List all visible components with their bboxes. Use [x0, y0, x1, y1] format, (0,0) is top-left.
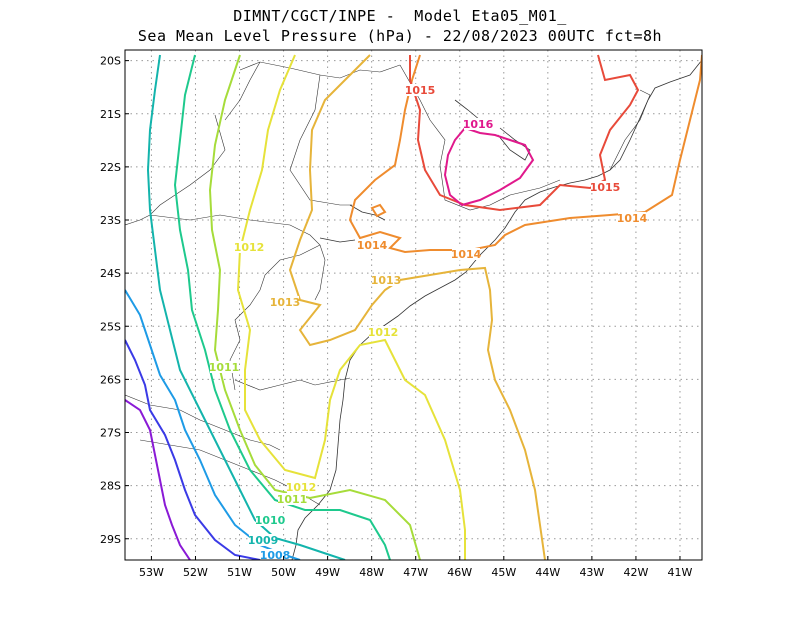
map-frame [124, 49, 703, 561]
lat-tick-label: 22S [100, 161, 121, 174]
lon-tick-label: 46W [447, 566, 472, 579]
contour-label-1009: 1009 [248, 534, 279, 547]
contour-label-1012: 1012 [286, 481, 317, 494]
lat-tick-label: 21S [100, 108, 121, 121]
isobar-1014-loop [370, 203, 387, 218]
contour-label-1014: 1014 [357, 239, 388, 252]
graticule [125, 50, 702, 560]
lat-tick-label: 25S [100, 320, 121, 333]
contour-label-bg [358, 239, 386, 251]
lon-tick-label: 41W [668, 566, 693, 579]
contour-label-bg [261, 549, 289, 560]
isobar-outer-b [125, 339, 261, 560]
contour-label-1011: 1011 [277, 493, 308, 506]
lat-tick-label: 28S [100, 480, 121, 493]
contour-label-bg [287, 481, 315, 493]
lon-tick-label: 48W [359, 566, 384, 579]
contour-label-bg [369, 326, 397, 338]
lon-tick-label: 53W [139, 566, 164, 579]
isobar-1015 [409, 54, 640, 212]
contour-label-bg [249, 534, 277, 546]
axis-ticks: 53W 52W 51W 50W 49W 48W 47W 46W 45W 44W 43W 42W 41W 2… [100, 55, 693, 579]
contour-label-1012: 1012 [234, 241, 265, 254]
contour-label-bg [235, 241, 263, 253]
isobar-1010 [173, 54, 391, 560]
contour-label-bg [372, 274, 400, 286]
lon-tick-label: 51W [227, 566, 252, 579]
lon-tick-label: 49W [315, 566, 340, 579]
isobar-1012 [236, 54, 466, 560]
isobar-1008 [125, 289, 301, 560]
contour-labels: 1015 1016 1015 1014 1014 1014 1012 1013 1013 1012… [209, 84, 648, 562]
contour-label-1008: 1008 [260, 549, 291, 562]
contour-label-1014: 1014 [617, 212, 648, 225]
contour-label-1011: 1011 [209, 361, 240, 374]
contour-label-1016: 1016 [463, 118, 494, 131]
lat-tick-label: 26S [100, 373, 121, 386]
map-title-line2: Sea Mean Level Pressure (hPa) - 22/08/20… [137, 27, 663, 45]
isobars [125, 54, 702, 560]
lat-tick-label: 24S [100, 267, 121, 280]
lat-tick-label: 27S [100, 427, 121, 440]
contour-label-bg [618, 212, 646, 224]
contour-label-bg [256, 514, 284, 526]
isobar-1014 [348, 54, 702, 254]
contour-label-1014: 1014 [451, 248, 482, 261]
lon-tick-label: 50W [271, 566, 296, 579]
contour-label-1013: 1013 [371, 274, 402, 287]
lon-tick-label: 43W [579, 566, 604, 579]
contour-label-1012: 1012 [368, 326, 399, 339]
isobar-1011 [208, 54, 421, 560]
contour-label-1015: 1015 [590, 181, 621, 194]
contour-label-bg [406, 84, 434, 96]
lat-tick-label: 20S [100, 55, 121, 68]
isobar-1013 [288, 54, 546, 560]
lat-tick-label: 29S [100, 533, 121, 546]
lon-tick-label: 44W [535, 566, 560, 579]
isobar-outer-a [125, 399, 191, 560]
lon-tick-label: 42W [623, 566, 648, 579]
contour-label-bg [278, 493, 306, 505]
contour-label-1013: 1013 [270, 296, 301, 309]
state-borders [125, 61, 651, 506]
contour-label-bg [452, 248, 480, 260]
isobar-1009 [146, 54, 346, 560]
contour-label-1010: 1010 [255, 514, 286, 527]
contour-label-bg [210, 361, 238, 373]
contour-label-bg [591, 181, 619, 193]
map-title-line1: DIMNT/CGCT/INPE - Model Eta05_M01_ [233, 7, 567, 25]
contour-label-bg [464, 118, 492, 130]
lon-tick-label: 52W [183, 566, 208, 579]
lon-tick-label: 45W [491, 566, 516, 579]
lon-tick-label: 47W [403, 566, 428, 579]
isobar-1016 [443, 126, 535, 207]
contour-label-1015: 1015 [405, 84, 436, 97]
contour-label-bg [271, 296, 299, 308]
lat-tick-label: 23S [100, 214, 121, 227]
